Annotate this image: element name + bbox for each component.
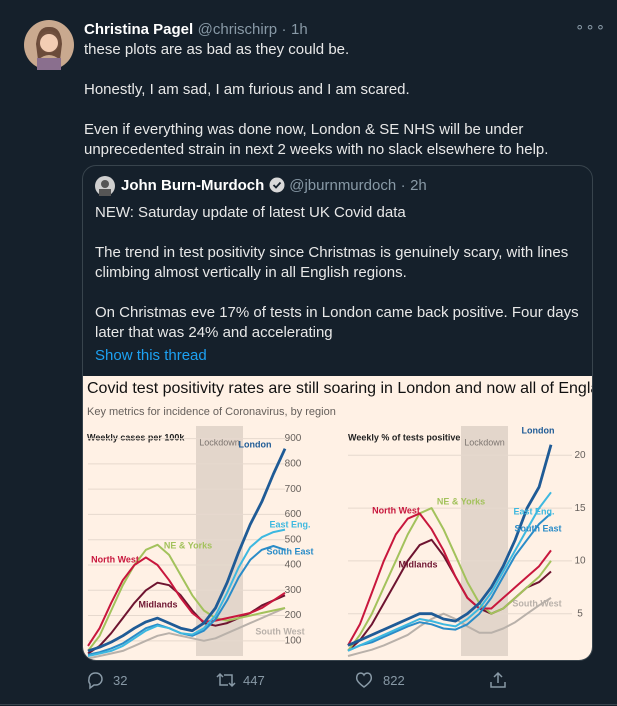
retweet-icon[interactable]	[215, 670, 237, 690]
paragraph: these plots are as bad as they could be.	[84, 41, 350, 58]
reply-count: 32	[113, 673, 128, 688]
chart-title: Covid test positivity rates are still so…	[87, 380, 592, 397]
avatar[interactable]	[24, 20, 74, 70]
lockdown-shade	[461, 426, 508, 656]
quoted-header: John Burn-Murdoch @jburnmurdoch · 2h	[121, 177, 427, 195]
series-label: Midlands	[138, 599, 177, 609]
separator: ·	[281, 21, 287, 38]
y-tick-label: 400	[285, 560, 302, 571]
chart-image: Covid test positivity rates are still so…	[83, 376, 592, 660]
more-menu[interactable]: ∘∘∘	[575, 19, 607, 36]
series-label: South East	[514, 523, 561, 533]
show-thread[interactable]: Show this thread	[95, 347, 207, 364]
shade-label: Lockdown	[464, 437, 505, 447]
series-line	[347, 512, 552, 652]
series-label: North West	[91, 554, 139, 564]
series-label: North West	[372, 505, 420, 515]
share-icon[interactable]	[488, 670, 508, 690]
like-count: 822	[383, 673, 405, 688]
series-line	[87, 607, 286, 660]
series-line	[87, 448, 287, 653]
series-label: Midlands	[398, 559, 437, 569]
y-tick-label: 900	[285, 433, 302, 444]
handle: @jburnmurdoch	[289, 177, 397, 194]
y-tick-label: 700	[285, 484, 302, 495]
series-label: NE & Yorks	[437, 496, 485, 506]
y-tick-label: 300	[285, 585, 302, 596]
verified-badge	[269, 177, 285, 193]
action-bar: 32 447 822	[0, 668, 617, 694]
author[interactable]: Christina Pagel	[84, 21, 194, 38]
y-tick-label: 15	[574, 503, 586, 514]
y-tick-label: 5	[577, 608, 583, 619]
separator: ·	[400, 177, 406, 194]
author: John Burn-Murdoch	[121, 177, 265, 194]
paragraph: NEW: Saturday update of latest UK Covid …	[95, 204, 406, 221]
series-label: London	[522, 425, 555, 435]
series-line	[347, 444, 553, 647]
retweet-count: 447	[243, 673, 265, 688]
series-line	[347, 597, 552, 657]
y-axis-label: Weekly % of tests positive	[348, 432, 460, 442]
series-line	[87, 543, 286, 652]
like-icon[interactable]	[354, 670, 374, 690]
quoted-text: NEW: Saturday update of latest UK Covid …	[95, 203, 580, 364]
paragraph: Honestly, I am sad, I am furious and I a…	[84, 81, 410, 98]
shade-label: Lockdown	[199, 437, 240, 447]
y-tick-label: 200	[285, 610, 302, 621]
paragraph: On Christmas eve 17% of tests in London …	[95, 304, 579, 341]
quoted-avatar	[95, 176, 115, 196]
quoted-tweet[interactable]: John Burn-Murdoch @jburnmurdoch · 2h NEW…	[82, 165, 593, 661]
y-tick-label: 600	[285, 509, 302, 520]
reply-icon[interactable]	[85, 670, 105, 690]
series-label: East Eng.	[269, 519, 310, 529]
series-line	[347, 507, 552, 652]
series-line	[347, 512, 552, 646]
y-tick-label: 100	[285, 635, 302, 646]
series-line	[347, 491, 552, 652]
series-label: London	[239, 439, 272, 449]
tweet-text: these plots are as bad as they could be.…	[84, 40, 554, 180]
series-label: South East	[266, 546, 313, 556]
tweet-header: Christina Pagel @chrischirp · 1h	[84, 21, 308, 39]
handle[interactable]: @chrischirp	[197, 21, 278, 38]
time[interactable]: 1h	[290, 21, 308, 38]
time: 2h	[410, 177, 427, 194]
series-label: South West	[512, 598, 561, 608]
paragraph: Even if everything was done now, London …	[84, 121, 549, 158]
y-axis-label: Weekly cases per 100k	[87, 432, 185, 442]
series-label: NE & Yorks	[164, 540, 212, 550]
series-label: East Eng.	[513, 506, 554, 516]
series-line	[87, 528, 286, 657]
series-line	[87, 556, 286, 647]
chart-subtitle: Key metrics for incidence of Coronavirus…	[87, 406, 336, 418]
y-tick-label: 20	[574, 450, 586, 461]
y-tick-label: 800	[285, 459, 302, 470]
paragraph: The trend in test positivity since Chris…	[95, 244, 569, 281]
series-label: South West	[255, 626, 304, 636]
y-tick-label: 500	[285, 534, 302, 545]
y-tick-label: 10	[574, 556, 586, 567]
divider	[0, 704, 617, 705]
